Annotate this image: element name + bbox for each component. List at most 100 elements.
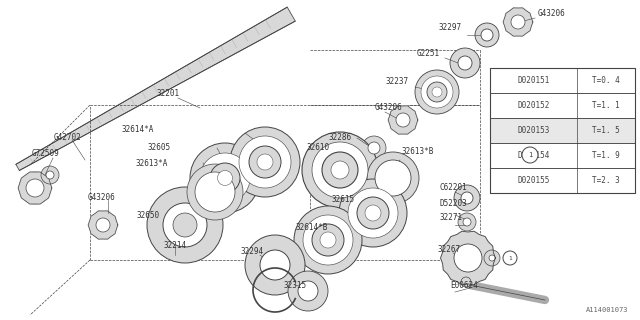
Circle shape [522,147,538,163]
Circle shape [147,187,223,263]
Circle shape [257,154,273,170]
Circle shape [503,251,517,265]
Text: 32614*B: 32614*B [295,223,328,233]
Text: A114001073: A114001073 [586,307,628,313]
Polygon shape [18,172,52,204]
Circle shape [210,163,240,193]
Bar [490,68,635,193]
Text: 32294: 32294 [241,247,264,257]
Text: 32315: 32315 [284,281,307,290]
Text: D020153: D020153 [517,126,550,135]
Circle shape [249,146,281,178]
Text: D020152: D020152 [517,101,550,110]
Circle shape [302,132,378,208]
Circle shape [454,185,480,211]
Text: 32650: 32650 [136,211,159,220]
Text: D020154: D020154 [517,151,550,160]
Circle shape [41,166,59,184]
Circle shape [357,197,389,229]
Circle shape [368,142,380,154]
Circle shape [454,244,482,272]
Circle shape [312,224,344,256]
Circle shape [218,171,232,186]
Text: 1: 1 [528,152,532,158]
Text: 32237: 32237 [385,77,408,86]
Circle shape [320,232,336,248]
Text: 32605: 32605 [148,143,171,153]
Polygon shape [388,106,418,134]
Text: T=1. 9: T=1. 9 [592,151,620,160]
Polygon shape [440,231,495,285]
Circle shape [463,218,471,226]
Text: 32297: 32297 [438,23,461,33]
Circle shape [96,218,110,232]
Circle shape [365,205,381,221]
Circle shape [195,172,235,212]
Circle shape [294,206,362,274]
Text: 32214: 32214 [163,241,187,250]
Bar [490,143,635,168]
Circle shape [458,213,476,231]
Text: 32613*A: 32613*A [135,158,168,167]
Circle shape [339,179,407,247]
Circle shape [421,76,453,108]
Text: G42702: G42702 [54,132,82,141]
Text: D020151: D020151 [517,76,550,85]
Circle shape [375,160,411,196]
Circle shape [163,203,207,247]
Circle shape [187,164,243,220]
Circle shape [303,215,353,265]
Circle shape [362,136,386,160]
Text: G43206: G43206 [538,9,566,18]
Circle shape [461,277,471,287]
Circle shape [484,250,500,266]
Circle shape [331,161,349,179]
Circle shape [415,70,459,114]
Circle shape [432,87,442,97]
Circle shape [288,271,328,311]
Circle shape [190,143,260,213]
Text: T=2. 3: T=2. 3 [592,176,620,185]
Circle shape [173,213,197,237]
Text: 32267: 32267 [438,245,461,254]
Text: G2251: G2251 [417,49,440,58]
Circle shape [19,172,51,204]
Text: G72509: G72509 [31,148,59,157]
Text: 32614*A: 32614*A [122,125,154,134]
Bar [490,68,635,93]
Circle shape [458,56,472,70]
Circle shape [322,152,358,188]
Circle shape [367,152,419,204]
Text: 32610: 32610 [307,143,330,153]
Text: G43206: G43206 [375,103,403,113]
Text: G43206: G43206 [88,194,116,203]
Text: C62201: C62201 [440,183,468,193]
Circle shape [461,192,473,204]
Polygon shape [503,8,533,36]
Circle shape [28,181,42,195]
Bar [490,118,635,143]
Text: E00624: E00624 [450,281,477,290]
Circle shape [396,113,410,127]
Circle shape [298,281,318,301]
Circle shape [511,15,525,29]
Circle shape [260,250,290,280]
Text: T=0. 4: T=0. 4 [592,76,620,85]
Circle shape [26,179,44,197]
Circle shape [427,82,447,102]
Bar [490,93,635,118]
Text: T=1. 1: T=1. 1 [592,101,620,110]
Circle shape [245,235,305,295]
Bar [490,168,635,193]
Circle shape [312,142,368,198]
Text: 1: 1 [508,255,512,260]
Polygon shape [88,211,118,239]
Text: 32271: 32271 [440,213,463,222]
Text: D020155: D020155 [517,176,550,185]
Polygon shape [16,7,295,171]
Text: 32286: 32286 [328,132,351,141]
Circle shape [489,255,495,261]
Circle shape [348,188,398,238]
Circle shape [475,23,499,47]
Circle shape [239,136,291,188]
